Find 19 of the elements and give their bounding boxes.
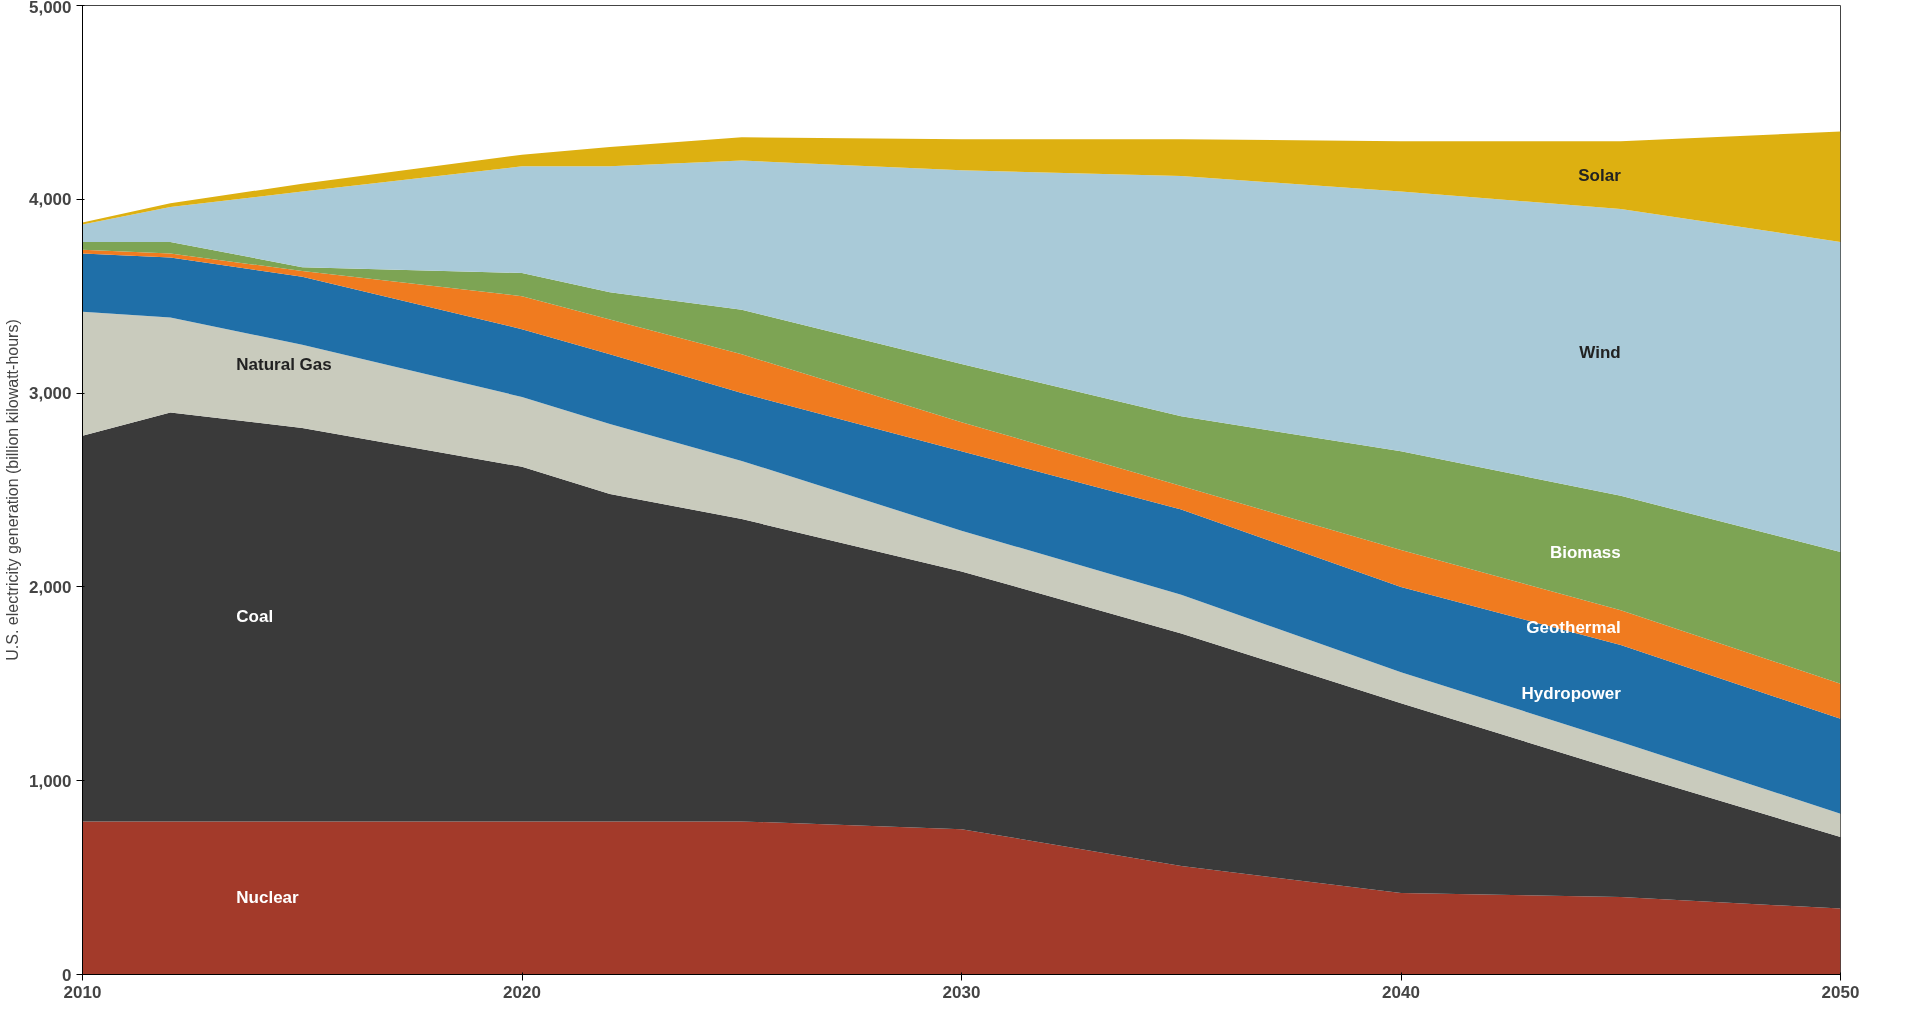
- x-tick-label: 2010: [63, 982, 102, 1002]
- x-tick-label: 2020: [503, 982, 541, 1002]
- y-tick-label: 0: [62, 965, 72, 985]
- y-tick-label: 5,000: [28, 0, 72, 17]
- y-axis-title: U.S. electricity generation (billion kilowatt-hours): [3, 319, 21, 661]
- series-label: Natural Gas: [236, 355, 332, 375]
- series-label: Nuclear: [236, 888, 300, 908]
- series-label: Solar: [1578, 165, 1622, 185]
- y-tick-label: 2,000: [28, 577, 72, 597]
- x-tick-label: 2030: [942, 982, 981, 1002]
- x-tick-label: 2040: [1382, 982, 1420, 1002]
- series-label: Hydropower: [1521, 683, 1622, 703]
- series-label: Coal: [236, 607, 274, 627]
- y-tick-label: 4,000: [28, 190, 72, 210]
- y-tick-label: 3,000: [28, 384, 72, 404]
- y-tick-label: 1,000: [28, 771, 72, 791]
- x-tick-label: 2050: [1821, 982, 1860, 1002]
- series-label: Wind: [1579, 342, 1621, 362]
- series-label: Biomass: [1549, 543, 1621, 563]
